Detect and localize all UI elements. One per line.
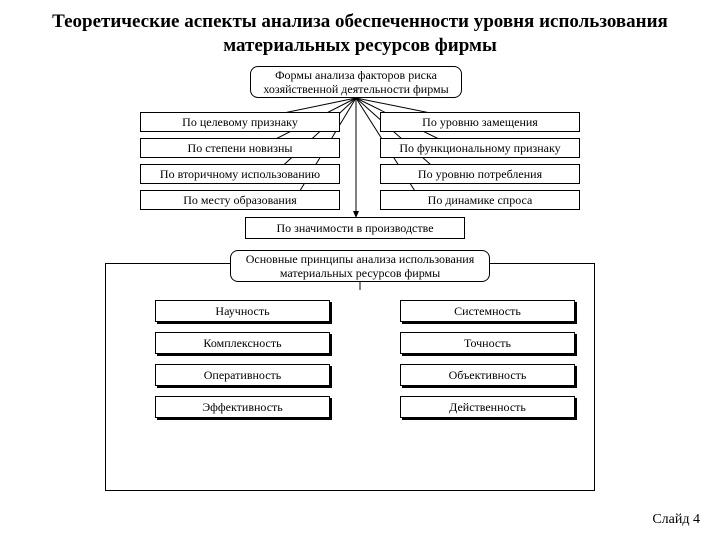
form-box-right-0: По уровню замещения [380, 112, 580, 132]
form-box-right-1: По функциональному признаку [380, 138, 580, 158]
form-box-left-0: По целевому признаку [140, 112, 340, 132]
form-box-right-3: По динамике спроса [380, 190, 580, 210]
form-box-right-2: По уровню потребления [380, 164, 580, 184]
form-box-left-3: По месту образования [140, 190, 340, 210]
principle-box-right-1: Точность [400, 332, 575, 354]
page-title: Теоретические аспекты анализа обеспеченн… [0, 10, 720, 58]
principle-box-right-2: Объективность [400, 364, 575, 386]
slide-number: Слайд 4 [652, 512, 700, 528]
form-box-left-1: По степени новизны [140, 138, 340, 158]
form-box-left-2: По вторичному использованию [140, 164, 340, 184]
form-box-bottom: По значимости в производстве [245, 217, 465, 239]
principle-box-right-3: Действенность [400, 396, 575, 418]
principle-box-right-0: Системность [400, 300, 575, 322]
principles-root-box: Основные принципы анализа использования … [230, 250, 490, 282]
principle-box-left-2: Оперативность [155, 364, 330, 386]
principle-box-left-3: Эффективность [155, 396, 330, 418]
principle-box-left-1: Комплексность [155, 332, 330, 354]
forms-root-box: Формы анализа факторов риска хозяйственн… [250, 66, 462, 98]
principle-box-left-0: Научность [155, 300, 330, 322]
